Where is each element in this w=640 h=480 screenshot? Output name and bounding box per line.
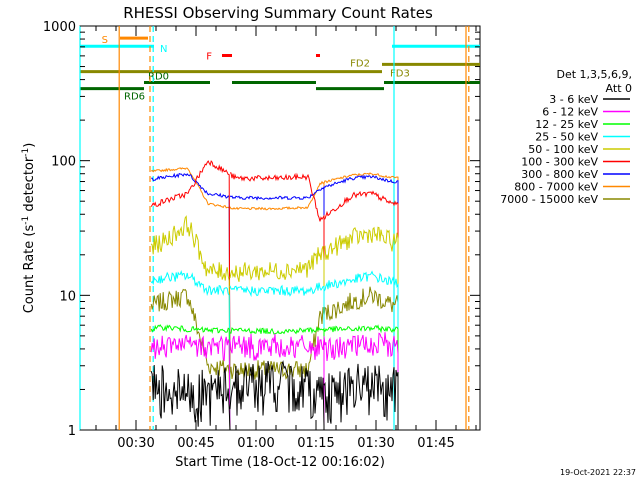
- y-tick-label: 1: [68, 424, 76, 439]
- event-label-rd0: RD0: [148, 72, 169, 83]
- x-tick-label: 01:15: [297, 436, 334, 451]
- series-line-5: [150, 160, 399, 431]
- y-axis-label: Count Rate (s-1 detector-1): [21, 143, 37, 314]
- y-tick-label: 100: [51, 155, 76, 170]
- legend-label: 300 - 800 keV: [521, 168, 598, 181]
- legend-title-line1: Det 1,3,5,6,9,: [556, 68, 632, 81]
- render-timestamp: 19-Oct-2021 22:37: [560, 468, 636, 477]
- legend-label: 800 - 7000 keV: [514, 181, 598, 194]
- legend-label: 6 - 12 keV: [542, 106, 598, 119]
- chart-title: RHESSI Observing Summary Count Rates: [123, 4, 433, 22]
- series-line-6: [151, 172, 399, 431]
- legend-label: 100 - 300 keV: [521, 156, 598, 169]
- legend-label: 50 - 100 keV: [528, 143, 598, 156]
- x-tick-label: 01:00: [237, 436, 274, 451]
- legend-label: 3 - 6 keV: [549, 93, 598, 106]
- legend-label: 7000 - 15000 keV: [500, 193, 598, 206]
- series-line-2: [150, 324, 399, 431]
- x-tick-label: 00:45: [177, 436, 214, 451]
- series-line-1: [150, 332, 399, 431]
- axes: 1 10 100 1000 00:30 00:45 01:00 01:15 01:30 01:45: [43, 20, 480, 451]
- legend-label: 12 - 25 keV: [535, 118, 598, 131]
- series-layer: [150, 160, 399, 431]
- legend-title-line2: Att 0: [606, 82, 632, 95]
- x-tick-label: 00:30: [117, 436, 154, 451]
- event-label-fd2: FD2: [350, 59, 370, 70]
- observing-flag-bars: [80, 36, 480, 91]
- series-line-0: [150, 360, 399, 431]
- plot-frame: [79, 25, 481, 431]
- legend-label: 25 - 50 keV: [535, 131, 598, 144]
- event-label-flare: F: [206, 51, 212, 62]
- plot-area: [79, 25, 481, 431]
- y-tick-label: 10: [59, 289, 76, 304]
- state-transition-lines: [79, 26, 470, 430]
- x-tick-label: 01:30: [357, 436, 394, 451]
- series-line-8: [150, 286, 399, 431]
- y-tick-label: 1000: [43, 20, 76, 35]
- event-label-saa: S: [102, 35, 108, 46]
- x-axis-label: Start Time (18-Oct-12 00:16:02): [175, 455, 385, 470]
- x-tick-label: 01:45: [417, 436, 454, 451]
- event-label-fd3: FD3: [390, 68, 410, 79]
- series-line-3: [150, 269, 399, 431]
- series-line-4: [150, 215, 399, 431]
- event-label-rd6: RD6: [124, 92, 145, 103]
- event-label-night: N: [160, 44, 167, 55]
- series-line-7: [150, 167, 399, 431]
